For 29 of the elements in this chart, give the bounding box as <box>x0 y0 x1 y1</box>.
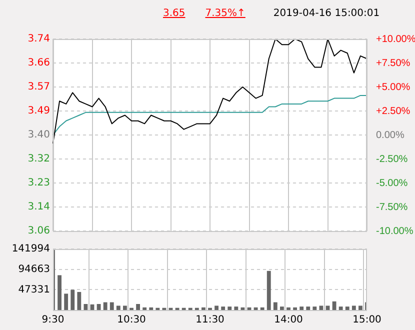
y2-tick-label: +10.00% <box>376 34 415 45</box>
y-tick-label: 3.74 <box>28 34 50 45</box>
y-tick-label: 3.40 <box>28 130 50 141</box>
y2-tick-label: -5.00% <box>376 178 408 189</box>
y-tick-label: 3.06 <box>28 226 50 237</box>
text: 7.35%↑ <box>205 8 246 19</box>
y2-tick-label: -10.00% <box>376 226 414 237</box>
y2-tick-label: +7.50% <box>376 58 410 69</box>
y-tick-label: 3.32 <box>28 154 50 165</box>
y-tick-label: 3.23 <box>28 178 50 189</box>
x-tick-label: 15:00 <box>352 314 382 326</box>
y-tick-label: 3.66 <box>28 58 50 69</box>
x-tick-label: 10:30 <box>117 314 146 326</box>
y-tick-label: 94663 <box>18 264 50 275</box>
y-tick-label: 47331 <box>18 284 50 296</box>
x-tick-label: 14:00 <box>274 314 303 326</box>
y2-tick-label: -7.50% <box>376 202 408 213</box>
y-tick-label: 3.14 <box>28 202 50 213</box>
y-tick-label: 141994 <box>12 244 50 255</box>
y-tick-label: 3.57 <box>28 82 50 93</box>
chart-title: 2019-04-16 15:00:01 <box>273 8 380 19</box>
y2-tick-label: +5.00% <box>376 82 410 93</box>
y-tick-label: 3.49 <box>28 106 50 117</box>
x-tick-label: 9:30 <box>42 314 64 326</box>
x-tick-label: 11:30 <box>196 314 224 326</box>
y2-tick-label: 0.00% <box>376 130 404 141</box>
y2-tick-label: -2.50% <box>376 154 408 165</box>
y2-tick-label: +2.50% <box>376 106 410 117</box>
text: 3.65 <box>163 8 186 19</box>
